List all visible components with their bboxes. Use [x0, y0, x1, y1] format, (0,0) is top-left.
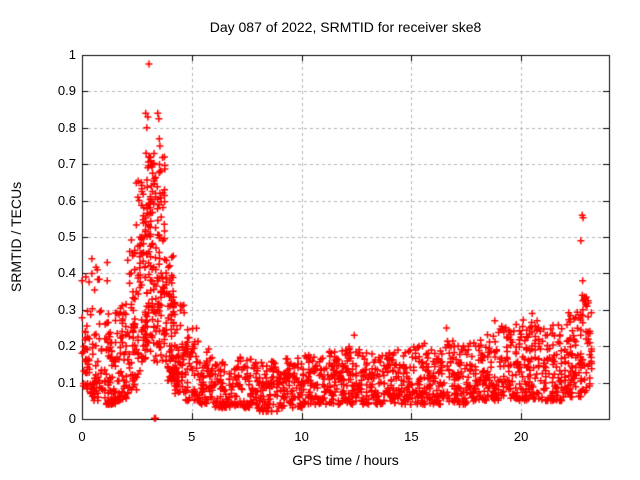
x-tick-label: 5 [188, 429, 196, 444]
y-tick-label: 0.9 [57, 83, 76, 99]
y-tick-label: 0.7 [57, 156, 76, 172]
y-tick-label: 1 [68, 47, 76, 62]
y-tick-label: 0 [68, 411, 76, 426]
y-tick-label: 0.8 [57, 119, 76, 135]
y-tick-label: 0.6 [57, 192, 76, 208]
y-tick-label: 0.4 [57, 265, 76, 281]
y-axis-label-text: SRMTID / TECUs [8, 181, 24, 293]
x-tick-label: 0 [78, 429, 86, 444]
x-tick-label: 20 [513, 429, 529, 444]
y-tick-label: 0.5 [57, 229, 76, 244]
y-tick-label: 0.1 [57, 374, 76, 390]
x-tick-label: 15 [404, 429, 419, 444]
x-tick-label: 10 [294, 429, 309, 444]
y-tick-label: 0.2 [57, 338, 76, 354]
x-axis-label: GPS time / hours [292, 452, 399, 468]
y-tick-label: 0.3 [57, 301, 76, 317]
chart-title: Day 087 of 2022, SRMTID for receiver ske… [209, 19, 482, 35]
